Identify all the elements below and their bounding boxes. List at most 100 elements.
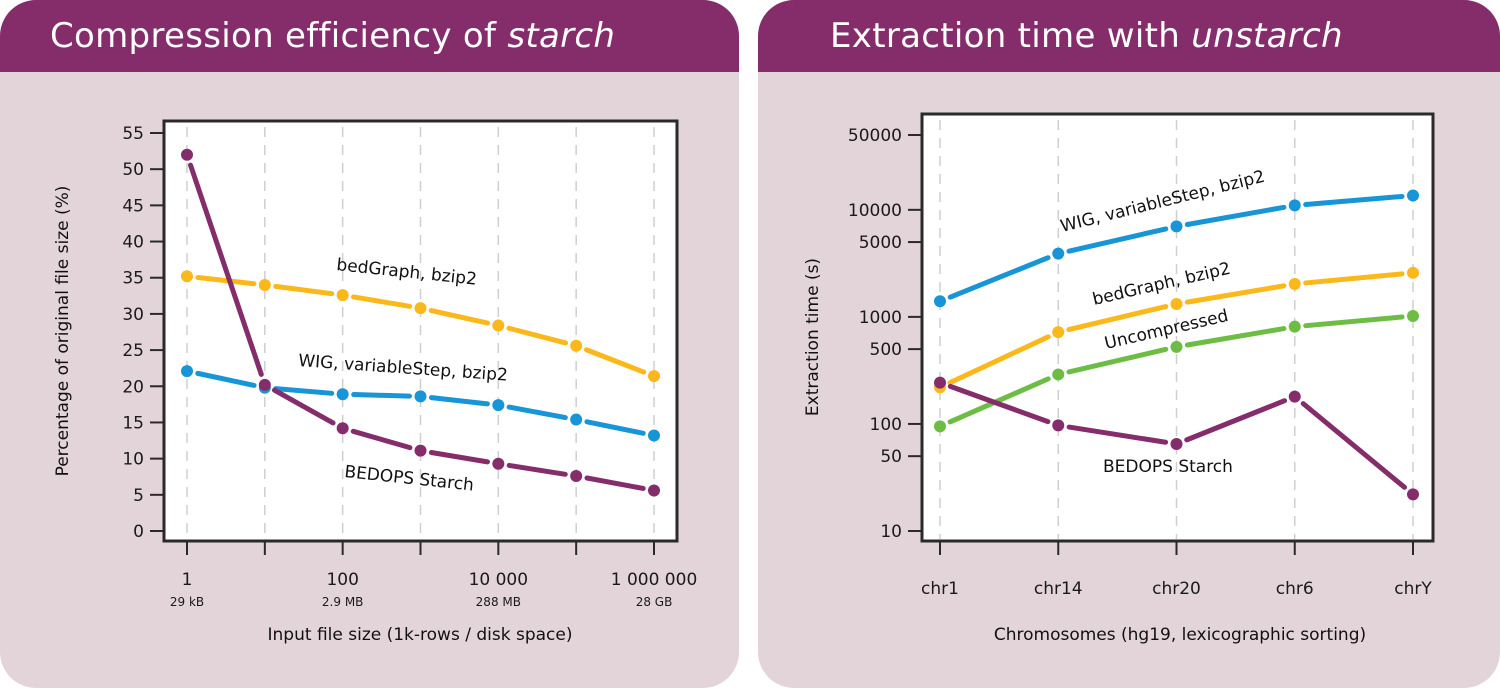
x-tick-label: 100 [326,570,358,590]
series-bedgraph-segment [273,283,335,297]
extraction-panel-title: Extraction time with unstarch [758,0,1500,72]
series-wig-point [1052,247,1065,260]
y-tick-label: 10 [122,450,144,470]
y-tick-label: 25 [122,341,144,361]
y-tick-label: 5000 [859,233,902,253]
title-italic-text: unstarch [1191,16,1343,56]
series-starch-point [1407,488,1419,501]
x-tick-label: 10 000 [469,570,528,590]
series-uncompressed-segment [1303,314,1405,329]
series-bedgraph-point [570,339,583,352]
series-starch-point [336,422,349,435]
y-tick-label: 1000 [859,308,902,328]
series-starch-point [570,470,583,483]
x-tick-label: chr6 [1276,579,1314,599]
series-wig-segment [1066,226,1169,254]
series-bedgraph-point [1407,266,1419,279]
y-tick-label: 500 [870,340,902,360]
series-starch-point [1052,419,1065,432]
series-uncompressed-point [1170,340,1183,353]
series-wig-segment [1303,193,1405,207]
series-bedgraph [181,270,660,383]
compression-panel-title: Compression efficiency of starch [0,0,739,72]
y-tick-label: 30 [122,305,144,325]
title-italic-text: starch [507,16,616,56]
series-starch-segment [1066,424,1169,445]
extraction-chart: 10 50 100 500 1000 5000 10000 50000 chr1 chr14 chr… [803,112,1435,645]
series-wig-point [934,295,946,308]
x-axis-title: Chromosomes (hg19, lexicographic sorting… [994,625,1366,645]
x-tick-sublabel: 2.9 MB [322,595,363,609]
series-starch-segment [350,428,413,451]
series-wig-segment [1184,204,1287,227]
series-wig-point [570,413,583,426]
series-bedgraph-segment [428,308,491,326]
series-wig [934,189,1419,308]
series-bedgraph-point [181,270,193,283]
y-tick-label: 100 [870,415,902,435]
series-uncompressed-segment [947,376,1051,425]
series-bedgraph-point [492,319,505,332]
series-uncompressed-segment [1184,326,1287,348]
series-starch-point [1170,437,1183,450]
series-starch-point [181,148,193,161]
series-bedgraph-segment [1066,304,1169,333]
series-uncompressed-point [1288,320,1301,333]
series-starch-segment [188,162,264,377]
series-label-starch: BEDOPS Starch [1103,457,1233,477]
series-starch-point [258,378,271,391]
series-bedgraph-point [258,278,271,291]
y-tick-label: 55 [122,124,144,144]
series-starch-segment [1184,398,1288,443]
series-uncompressed-point [1052,368,1065,381]
series-wig-point [648,429,660,442]
series-starch-point [492,457,505,470]
series-bedgraph-segment [583,347,647,375]
title-text: Compression efficiency of [50,16,508,56]
y-tick-label: 40 [122,233,144,253]
plot-area [920,112,1435,543]
y-axis-title: Percentage of original file size (%) [53,186,73,477]
y-tick-label: 0 [133,522,144,542]
compression-chart: 0 5 10 15 20 25 30 35 40 45 50 55 1 29 kB 100 2.9 MB 10 … [53,119,697,645]
series-starch-segment [428,449,490,465]
series-bedgraph-segment [1303,271,1405,286]
series-wig-segment [273,386,335,396]
series-starch [181,148,660,497]
series-bedgraph-segment [947,334,1051,386]
x-tick-label: chr14 [1034,579,1083,599]
series-bedgraph-point [648,370,660,383]
y-tick-label: 20 [122,377,144,397]
y-tick-label: 50000 [848,126,902,146]
series-wig-segment [584,419,646,436]
series-wig-segment [506,404,568,421]
x-tick-label: 1 [182,570,193,590]
x-tick-sublabel: 28 GB [636,595,673,609]
series-starch-segment [584,475,646,491]
series-wig-point [181,365,193,378]
title-text: Extraction time with [830,16,1192,56]
x-tick-sublabel: 288 MB [476,595,521,609]
y-tick-label: 5 [133,486,144,506]
series-starch-point [934,376,946,389]
y-tick-label: 35 [122,269,144,289]
series-bedgraph-segment [351,294,413,309]
series-wig-point [1407,189,1419,202]
series-bedgraph-point [1052,326,1065,339]
y-tick-label: 10000 [848,201,902,221]
series-uncompressed-point [934,420,946,433]
series-bedgraph-segment [506,325,569,346]
x-axis-title: Input file size (1k-rows / disk space) [268,625,573,645]
series-wig-point [336,388,349,401]
series-bedgraph-point [414,302,427,315]
series-starch-segment [271,387,336,426]
series-bedgraph-segment [195,274,257,287]
series-wig-point [1170,220,1183,233]
series-wig [181,365,660,442]
series-bedgraph-point [1288,277,1301,290]
y-axis-title: Extraction time (s) [803,258,823,416]
series-uncompressed-segment [1066,346,1169,375]
series-uncompressed [934,309,1419,433]
series-bedgraph-point [336,289,349,302]
